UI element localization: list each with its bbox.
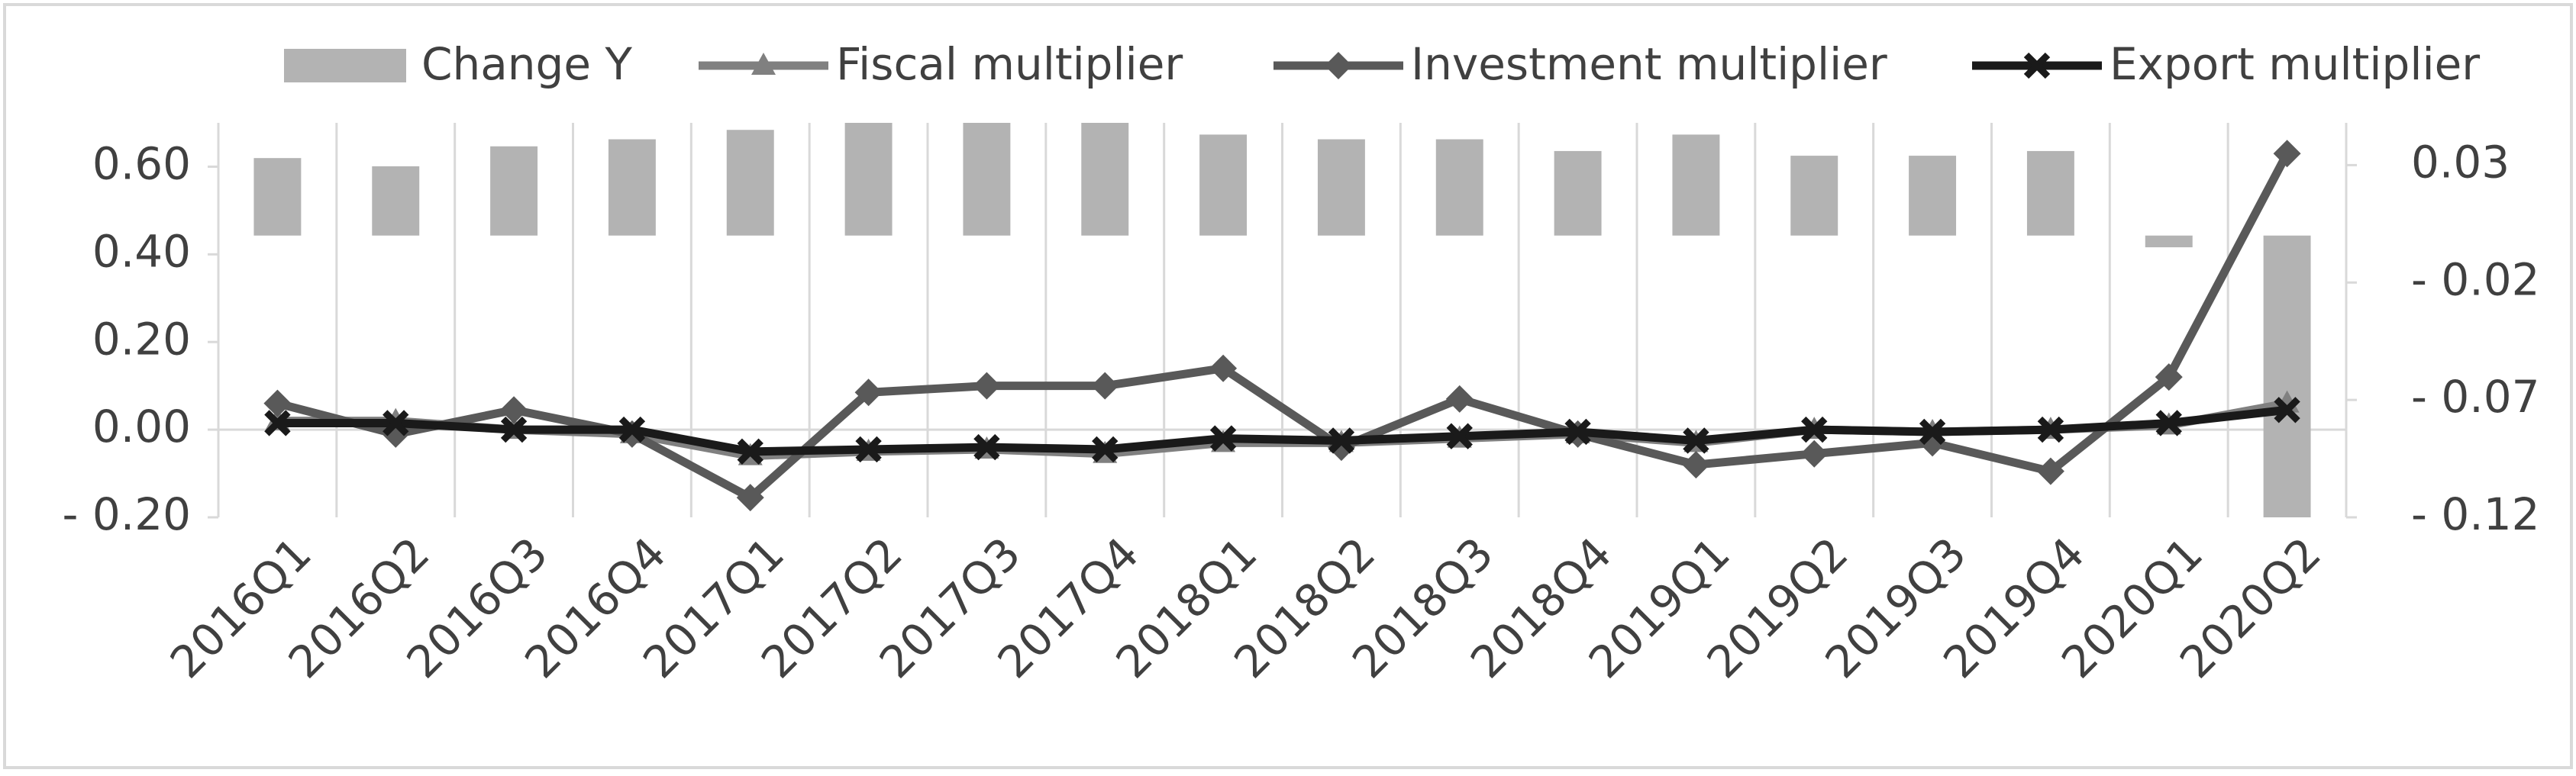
- bar: [1790, 156, 1838, 236]
- y-tick-label: - 0.20: [62, 488, 191, 540]
- bar: [490, 146, 538, 236]
- bar: [608, 139, 656, 236]
- marker: [751, 53, 776, 75]
- marker: [263, 389, 292, 417]
- marker: [1091, 372, 1119, 400]
- y2-tick-label: - 0.07: [2411, 371, 2540, 423]
- y2-tick-label: 0.03: [2411, 137, 2510, 188]
- bar: [2026, 150, 2074, 236]
- marker: [383, 410, 409, 436]
- bar: [1435, 139, 1483, 236]
- legend-label: Change Y: [421, 38, 632, 90]
- marker: [736, 484, 764, 512]
- y-tick-label: 0.00: [92, 401, 191, 452]
- y2-tick-label: - 0.02: [2411, 253, 2540, 305]
- marker: [1325, 52, 1352, 79]
- legend-swatch: [284, 49, 406, 82]
- bar: [1554, 150, 1602, 236]
- bar: [1672, 134, 1720, 236]
- y2-tick-label: - 0.12: [2411, 488, 2540, 540]
- line: [277, 405, 2288, 456]
- marker: [1919, 418, 1946, 446]
- marker: [2273, 140, 2301, 168]
- bar: [1909, 156, 1957, 236]
- lines: [263, 140, 2301, 512]
- chart-border: [3, 3, 2573, 769]
- marker: [973, 433, 1000, 461]
- marker: [2274, 397, 2300, 423]
- legend-label: Export multiplier: [2110, 38, 2480, 90]
- bars: [253, 123, 2311, 517]
- y-tick-label: 0.20: [92, 313, 191, 365]
- marker: [855, 436, 882, 463]
- marker: [854, 378, 883, 407]
- bar: [963, 123, 1011, 236]
- marker: [1092, 436, 1119, 463]
- y-tick-label: 0.40: [92, 225, 191, 277]
- marker: [2155, 410, 2182, 436]
- marker: [2036, 457, 2064, 485]
- bar: [726, 130, 774, 236]
- y-tick-label: 0.60: [92, 138, 191, 190]
- marker: [2037, 416, 2064, 443]
- legend: Change Y Fiscal multiplier Investment mult…: [284, 38, 2480, 90]
- marker: [737, 438, 763, 465]
- marker: [973, 372, 1001, 400]
- legend-label: Fiscal multiplier: [836, 38, 1183, 90]
- marker: [1209, 425, 1237, 452]
- marker: [1328, 427, 1355, 454]
- bar: [2263, 235, 2311, 517]
- bar: [1199, 134, 1248, 236]
- marker: [618, 416, 646, 443]
- marker: [1564, 418, 1591, 446]
- marker: [500, 396, 528, 424]
- marker: [1800, 440, 1829, 468]
- marker: [500, 416, 528, 443]
- bar: [2145, 235, 2193, 248]
- marker: [2023, 52, 2051, 79]
- bar: [1317, 139, 1365, 236]
- bar: [253, 158, 302, 236]
- marker: [1682, 451, 1710, 479]
- marker: [264, 410, 291, 436]
- bar: [372, 166, 420, 236]
- marker: [1801, 416, 1828, 443]
- bar: [844, 123, 893, 236]
- marker: [1446, 423, 1473, 449]
- marker: [1209, 354, 1238, 382]
- bar: [1081, 123, 1129, 236]
- marker: [1445, 385, 1474, 413]
- marker: [1683, 427, 1709, 454]
- legend-label: Investment multiplier: [1411, 38, 1887, 90]
- marker: [2155, 363, 2183, 391]
